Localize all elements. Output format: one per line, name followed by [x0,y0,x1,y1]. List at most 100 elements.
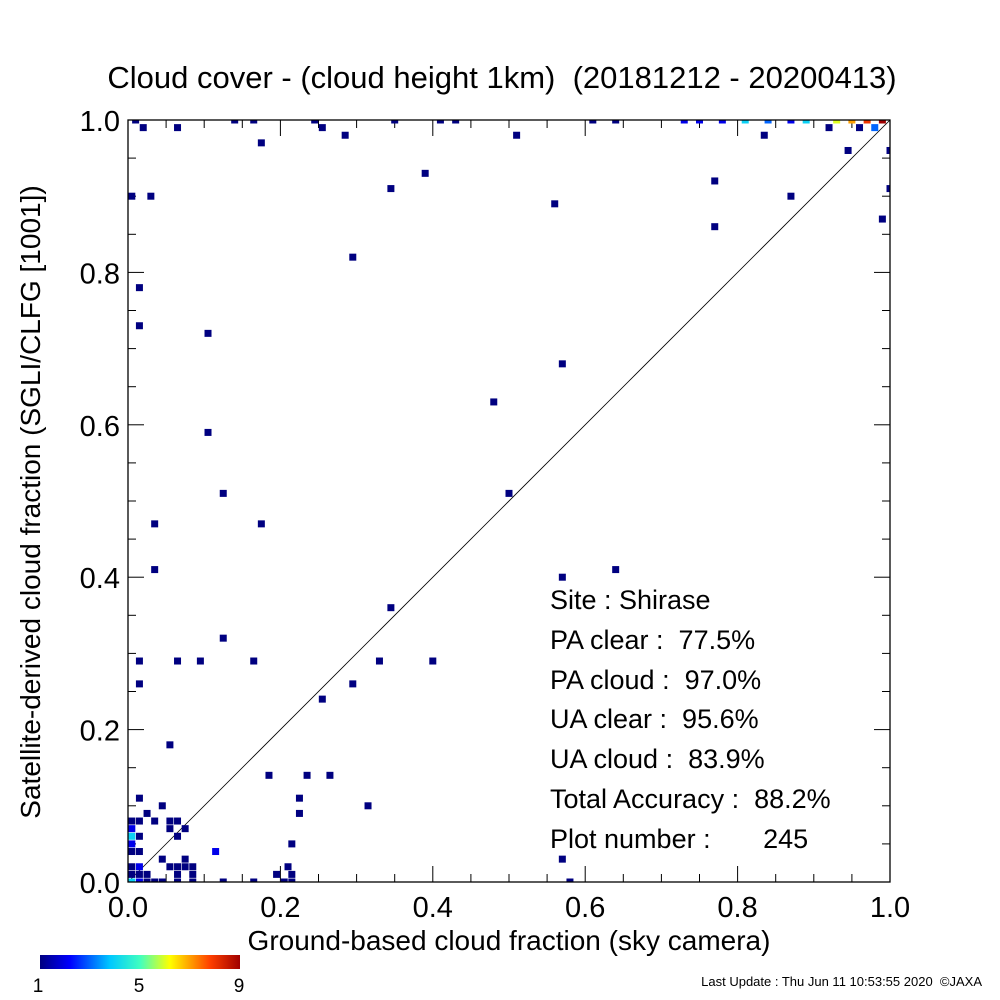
y-tick-label: 0.6 [80,411,120,443]
heatmap-cell [135,794,143,802]
stats-box: Site : Shirase PA clear : 77.5% PA cloud… [550,585,831,854]
heatmap-cell [349,253,357,261]
heatmap-cell [295,794,303,802]
heatmap-cell [231,120,239,124]
heatmap-cell [318,124,326,132]
heatmap-cell [135,848,143,856]
heatmap-cell [551,200,559,208]
x-tick-label: 1.0 [870,892,910,924]
heatmap-cell [878,215,886,223]
heatmap-cell [135,878,143,882]
heatmap-cell [151,817,159,825]
heatmap-cell [760,131,768,139]
heatmap-cell [139,124,147,132]
y-tick-label: 0.4 [80,563,120,595]
heatmap-cell [387,604,395,612]
heatmap-cell [375,657,383,665]
heatmap-cell [128,825,136,833]
heatmap-cell [204,428,212,436]
heatmap-cell [429,657,437,665]
heatmap-cell [288,870,296,878]
y-axis-label: Satellite-derived cloud fraction (SGLI/C… [15,185,46,818]
heatmap-cell [132,120,140,124]
heatmap-cell [128,870,136,878]
x-tick-label: 0.6 [565,892,605,924]
stat-ua-cloud: UA cloud : 83.9% [550,744,765,774]
heatmap-cell [257,139,265,147]
heatmap-cell [825,124,833,132]
heatmap-cell [558,360,566,368]
y-tick-label: 0.0 [80,868,120,900]
heatmap-cell [741,120,749,124]
heatmap-cell [612,120,620,124]
x-tick-label: 0.8 [717,892,757,924]
plot-frame [127,119,891,883]
heatmap-cell [787,120,795,124]
heatmap-cell [711,223,719,231]
x-tick-label: 0.0 [108,892,148,924]
heatmap-cell [764,120,772,124]
heatmap-cell [326,771,334,779]
stat-pa-clear: PA clear : 77.5% [550,625,755,655]
heatmap-cell [863,120,871,124]
x-tick-label: 0.2 [260,892,300,924]
heatmap-cell [151,520,159,528]
colorbar-tick-min: 1 [33,976,44,997]
heatmap-cell [174,124,182,132]
colorbar-gradient [40,955,240,969]
heatmap-cell [151,566,159,574]
heatmap-cell [174,657,182,665]
heatmap-cell [181,825,189,833]
last-update-text: Last Update : Thu Jun 11 10:53:55 2020 ©… [701,974,982,989]
heatmap-cell [391,120,399,124]
heatmap-cell [166,741,174,749]
heatmap-cell [128,192,136,200]
heatmap-cell [589,120,597,124]
heatmap-cell [856,124,864,132]
heatmap-cell [250,120,258,124]
heatmap-cell [878,120,886,124]
heatmap-cell [181,855,189,863]
heatmap-cell [135,322,143,330]
heatmap-cell [364,802,372,810]
heatmap-cell [181,863,189,871]
heatmap-cell [250,657,258,665]
heatmap-cell [143,809,151,817]
heatmap-cell [128,863,136,871]
heatmap-cell [711,177,719,185]
heatmap-cell [848,120,856,124]
heatmap-cell [265,771,273,779]
heatmap-cell [219,878,227,882]
heatmap-cell [680,120,688,124]
heatmap-cell [135,832,143,840]
heatmap-cell [219,489,227,497]
heatmap-cell [174,863,182,871]
heatmap-cell [158,802,166,810]
heatmap-cell [871,124,879,132]
heatmap-cell [147,192,155,200]
stat-plot-number: Plot number : 245 [550,824,808,854]
heatmap-cell [490,398,498,406]
heatmap-cell [295,809,303,817]
heatmap-cell [844,146,852,154]
heatmap-cell [452,120,460,124]
heatmap-cell [886,146,890,154]
heatmap-cell [311,120,319,124]
heatmap-cell [128,840,136,848]
x-tick-label: 0.4 [413,892,453,924]
heatmap-cell [558,855,566,863]
colorbar-tick-max: 9 [234,976,245,997]
stat-pa-cloud: PA cloud : 97.0% [550,665,761,695]
heatmap-cell [219,634,227,642]
heatmap-cell [143,870,151,878]
heatmap-cell [166,825,174,833]
heatmap-cell [135,863,143,871]
heatmap-cell [250,878,258,882]
heatmap-cell [189,870,197,878]
heatmap-cell [166,817,174,825]
heatmap-cells [128,120,890,882]
heatmap-cell [151,878,159,882]
heatmap-cell [273,870,281,878]
y-tick-label: 0.8 [80,258,120,290]
heatmap-cell [349,680,357,688]
